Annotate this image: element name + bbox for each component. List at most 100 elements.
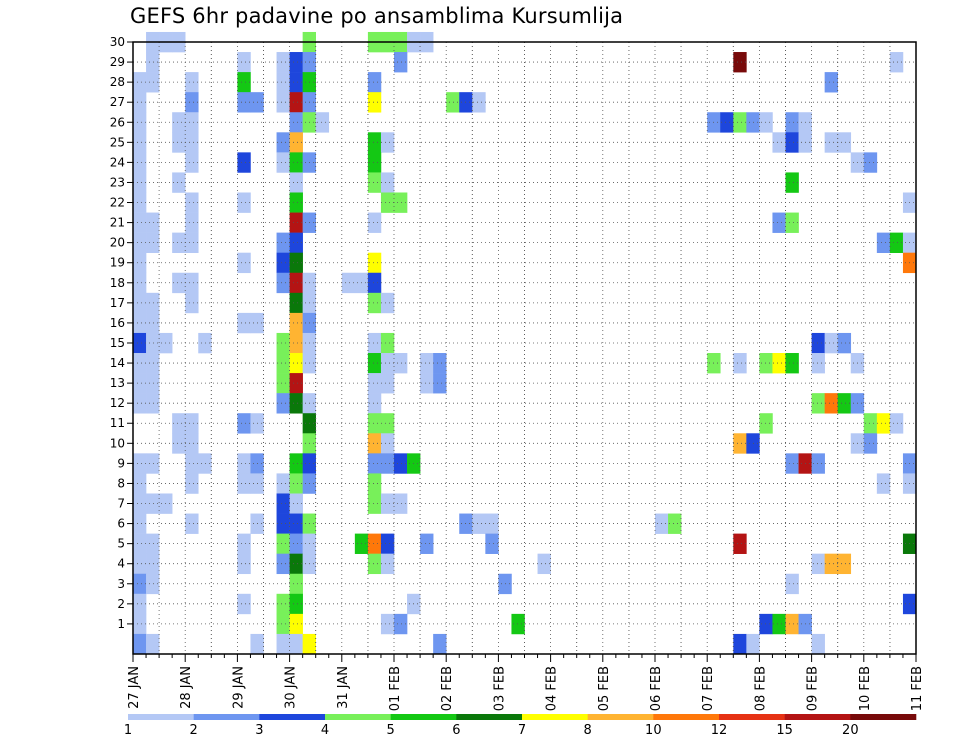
heatmap-cell <box>172 272 186 294</box>
heatmap-cell <box>811 453 825 474</box>
heatmap-cell <box>276 152 290 173</box>
heatmap-cell <box>302 633 316 655</box>
heatmap-cell <box>380 493 395 514</box>
heatmap-cell <box>172 132 186 153</box>
heatmap-cell <box>146 493 160 514</box>
heatmap-cell <box>133 453 147 474</box>
heatmap-cell <box>863 152 878 173</box>
heatmap-cell <box>185 413 199 434</box>
heatmap-cell <box>785 112 799 133</box>
heatmap-cell <box>289 353 303 374</box>
y-tick-label: 11 <box>110 416 125 430</box>
heatmap-cell <box>237 312 251 334</box>
heatmap-cell <box>367 413 382 434</box>
heatmap-cell <box>289 312 303 334</box>
y-tick-label: 9 <box>117 456 125 470</box>
heatmap-cell <box>380 292 395 314</box>
colorbar-swatch <box>719 714 785 720</box>
colorbar-swatch <box>653 714 720 720</box>
y-tick-label: 21 <box>110 216 125 230</box>
heatmap-cell <box>133 332 147 354</box>
heatmap-cell <box>185 192 199 213</box>
heatmap-cell <box>367 393 382 414</box>
heatmap-cell <box>380 533 395 554</box>
heatmap-cell <box>889 232 904 253</box>
heatmap-cell <box>367 72 382 93</box>
y-axis: 1234567891011121314151617181920212223242… <box>110 35 133 631</box>
heatmap-cell <box>367 212 382 233</box>
colorbar-label: 1 <box>124 723 132 738</box>
heatmap-cell <box>237 72 251 93</box>
heatmap-cell <box>133 573 147 595</box>
heatmap-cell <box>367 132 382 153</box>
heatmap-cell <box>146 312 160 334</box>
heatmap-cell <box>785 212 799 233</box>
heatmap-cell <box>276 232 290 253</box>
heatmap-cell <box>133 373 147 394</box>
heatmap-cell <box>198 332 212 354</box>
heatmap-cell <box>133 533 147 554</box>
heatmap-cell <box>837 393 852 414</box>
y-tick-label: 7 <box>117 497 125 511</box>
heatmap-cell <box>367 292 382 314</box>
heatmap-cell <box>289 332 303 354</box>
heatmap-cell <box>289 593 303 615</box>
x-tick-label: 01 FEB <box>388 666 403 711</box>
dotted-grid <box>133 41 916 654</box>
heatmap-cell <box>289 573 303 595</box>
heatmap-cell <box>785 573 799 595</box>
heatmap-cell <box>511 613 525 635</box>
heatmap-cell <box>237 453 251 474</box>
heatmap-cell <box>133 393 147 414</box>
y-tick-label: 1 <box>117 617 125 631</box>
heatmap-cell <box>133 513 147 534</box>
heatmap-cell <box>133 72 147 93</box>
heatmap-cell <box>289 473 303 494</box>
heatmap-cell <box>837 332 852 354</box>
heatmap-cell <box>367 533 382 554</box>
y-tick-label: 10 <box>110 436 125 450</box>
heatmap-cell <box>289 252 303 274</box>
heatmap-cell <box>289 272 303 294</box>
heatmap-cell <box>276 473 290 494</box>
heatmap-cell <box>133 593 147 615</box>
heatmap-cell <box>824 332 838 354</box>
heatmap-cell <box>276 252 290 274</box>
heatmap-cell <box>289 232 303 253</box>
colorbar-swatch <box>128 714 194 720</box>
heatmap-cell <box>185 92 199 113</box>
heatmap-cell <box>367 152 382 173</box>
heatmap-cell <box>720 112 734 133</box>
y-tick-label: 27 <box>110 95 125 109</box>
heatmap-cell <box>276 593 290 615</box>
heatmap-cell <box>367 473 382 494</box>
x-tick-label: 10 FEB <box>858 666 873 711</box>
heatmap-cell <box>172 433 186 454</box>
heatmap-cell <box>146 292 160 314</box>
heatmap-cell <box>889 413 904 434</box>
heatmap-cell <box>433 633 447 655</box>
heatmap-cell <box>733 52 747 73</box>
colorbar-label: 8 <box>584 723 592 738</box>
y-tick-label: 13 <box>110 376 125 390</box>
heatmap-cell <box>276 533 290 554</box>
colorbar-label: 7 <box>518 723 526 738</box>
heatmap-cell <box>289 393 303 414</box>
heatmap-cell <box>185 453 199 474</box>
heatmap-cell <box>289 72 303 93</box>
y-tick-label: 28 <box>110 75 125 89</box>
heatmap-cell <box>276 553 290 575</box>
heatmap-cell <box>367 332 382 354</box>
heatmap-cell <box>237 252 251 274</box>
heatmap-cell <box>237 92 251 113</box>
colorbar-label: 4 <box>321 723 329 738</box>
colorbar-label: 5 <box>387 723 395 738</box>
heatmap-cell <box>133 493 147 514</box>
heatmap-cell <box>733 112 747 133</box>
heatmap-cell <box>289 52 303 73</box>
heatmap-cell <box>185 433 199 454</box>
heatmap-cell <box>146 453 160 474</box>
heatmap-cell <box>785 453 799 474</box>
heatmap-cell <box>485 513 499 534</box>
heatmap-cell <box>733 353 747 374</box>
